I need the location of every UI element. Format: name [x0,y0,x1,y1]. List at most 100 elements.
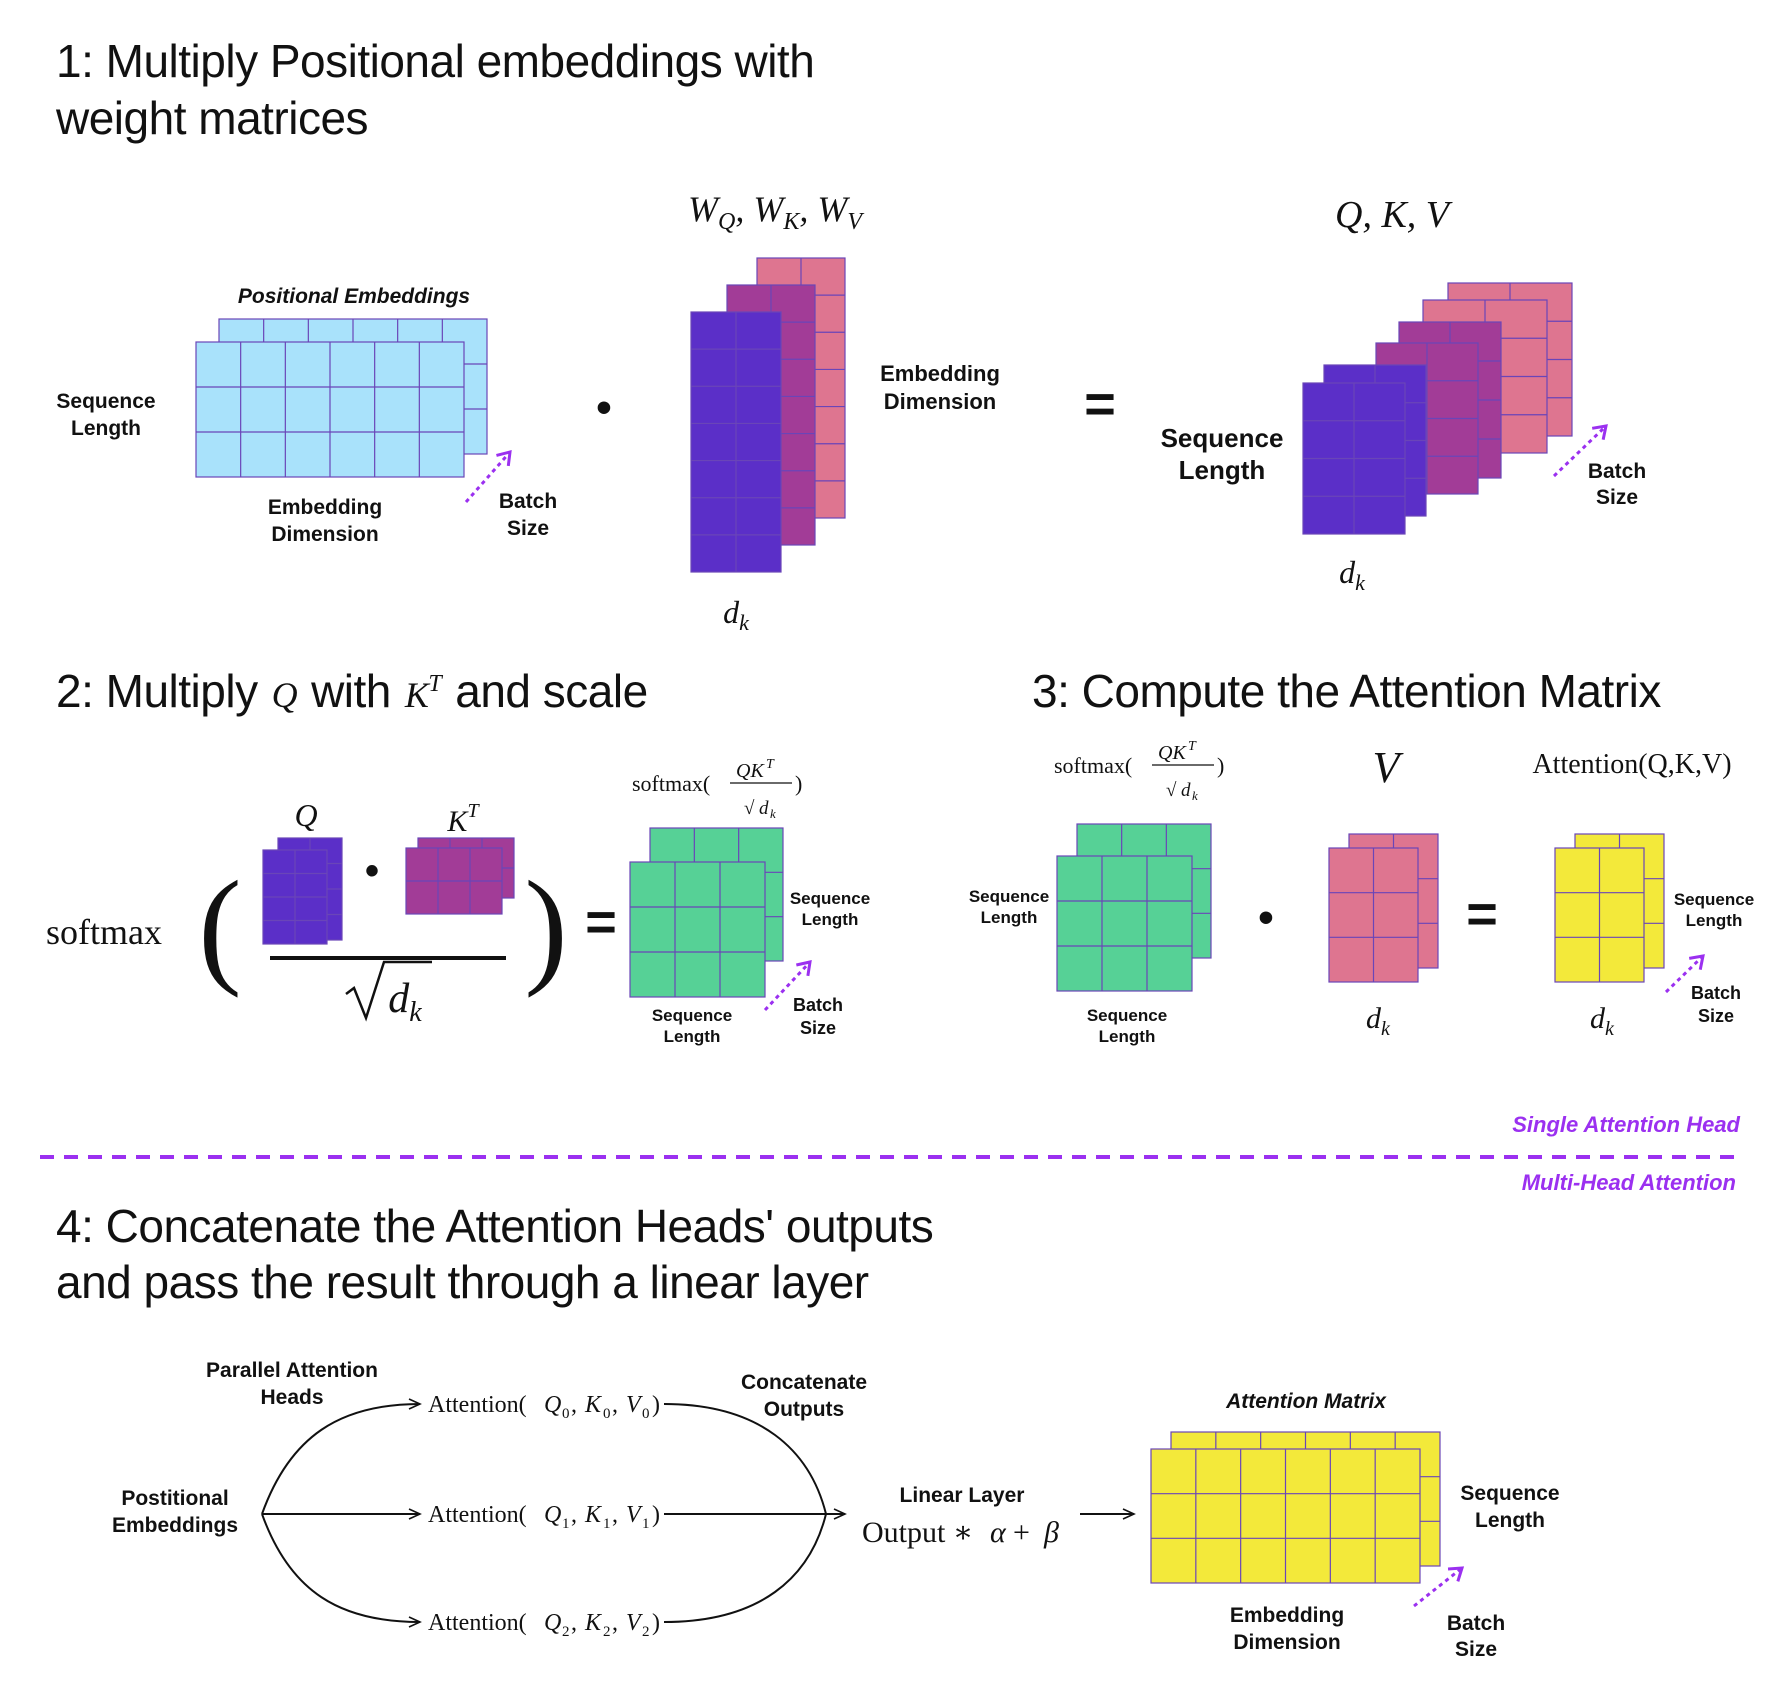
single-head-label: Single Attention Head [1512,1112,1740,1137]
svg-text:Attention(: Attention( [428,1502,527,1528]
q-front-layer [1302,382,1406,535]
step2-right-paren: ) [524,855,567,999]
attention-matrix-label: Attention Matrix [1225,1390,1387,1413]
multi-head-label: Multi-Head Attention [1522,1170,1736,1195]
qkv-length-label: Length [1179,455,1266,485]
step3-softmax-formula: softmax( QK T √ d k ) [1054,739,1224,803]
pe-front-layer [195,341,465,478]
svg-text:Q: Q [544,1610,561,1636]
weights-label: WQ, WK, WV [688,189,864,235]
step2-kt-front [405,847,503,915]
svg-text:Output ∗: Output ∗ [862,1516,973,1549]
svg-text:d: d [1181,780,1191,801]
step4-am-front [1150,1448,1421,1584]
svg-text:Attention(: Attention( [428,1392,527,1418]
svg-text:0: 0 [562,1406,570,1422]
pe-length-label: Length [71,417,141,440]
step2-kt-label: KT [446,800,480,838]
step2-equals-sign: = [585,892,617,952]
svg-text:T: T [766,757,775,772]
linear-layer-formula: Output ∗ α + β [862,1516,1059,1549]
step3-seq-left-2: Length [981,908,1038,927]
step3-out-seq-1: Sequence [1674,890,1754,909]
wq-matrix [690,311,782,573]
pe-size-label: Size [507,517,549,540]
parallel-heads-label-1: Parallel Attention [206,1359,378,1382]
qkv-dk-label: dk [1339,554,1366,595]
am-batch-2: Size [1455,1638,1497,1661]
svg-text:√: √ [744,798,755,819]
svg-text:β: β [1043,1516,1059,1549]
step3-dot-operator: • [1258,893,1273,942]
svg-text:softmax(: softmax( [1054,753,1132,778]
qkv-batch-arrow [1552,424,1608,478]
step3-seq-left-1: Sequence [969,887,1049,906]
svg-text:,: , [612,1392,618,1418]
svg-text:K: K [584,1610,603,1636]
step2-sqrt-dk: dk [388,976,422,1028]
svg-text:α: α [990,1516,1007,1549]
svg-text:Q: Q [544,1502,561,1528]
step2-q-front [262,849,328,945]
step2-left-paren: ( [198,855,241,999]
svg-text:,: , [612,1502,618,1528]
matrix-shapes [195,257,1705,1608]
qkv-size-label: Size [1596,486,1638,509]
edge-to-head-0 [261,1398,422,1515]
step3-softmax-front [1056,855,1193,992]
step2-batch-arrow [763,960,812,1012]
parallel-heads-label-2: Heads [260,1386,323,1409]
svg-text:√: √ [1166,780,1177,801]
weights-dk-label: dk [723,594,750,635]
svg-text:,: , [571,1392,577,1418]
step2-seq-right-2: Length [802,910,859,929]
step3-seq-bottom-2: Length [1099,1027,1156,1046]
svg-text:V: V [626,1502,643,1528]
svg-text:Attention(: Attention( [428,1610,527,1636]
svg-text:k: k [1192,788,1198,803]
concat-label-1: Concatenate [741,1371,867,1394]
svg-text:1: 1 [603,1516,611,1532]
am-seq-2: Length [1475,1509,1545,1532]
svg-text:,: , [571,1610,577,1636]
step2-q-label: Q [294,797,317,833]
step2-seq-right-1: Sequence [790,889,870,908]
svg-text:K: K [584,1392,603,1418]
pe-sequence-label: Sequence [56,390,155,413]
concat-label-2: Outputs [764,1398,844,1421]
step2-result-front [629,861,766,998]
step3-out-dk: dk [1590,1002,1615,1040]
positional-embeddings-label: Positional Embeddings [238,285,470,308]
pe-batch-arrow [464,450,512,503]
edge-from-head-2 [663,1513,827,1623]
svg-text:Q: Q [544,1392,561,1418]
step3-v-dk: dk [1366,1002,1391,1040]
svg-text:QK: QK [1158,742,1187,764]
step3-out-front [1554,847,1645,983]
svg-text:d: d [759,798,769,819]
pe-batch-label: Batch [499,490,557,513]
edge-from-head-0 [663,1403,827,1515]
step3-batch-arrow [1664,954,1705,994]
step1-dot-operator: • [596,383,611,432]
step3-batch-1: Batch [1691,983,1741,1003]
step3-batch-2: Size [1698,1006,1734,1026]
svg-text:): ) [652,1610,660,1636]
svg-text:0: 0 [603,1406,611,1422]
edge-to-head-2 [261,1513,422,1628]
step1-title-line1: 1: Multiply Positional embeddings with [56,35,814,87]
positional-input-label-2: Embeddings [112,1514,238,1537]
step3-out-seq-2: Length [1686,911,1743,930]
svg-text:2: 2 [603,1624,611,1640]
step4-title-line1: 4: Concatenate the Attention Heads' outp… [56,1200,933,1252]
step4-title-line2: and pass the result through a linear lay… [56,1256,869,1308]
svg-text:K: K [584,1502,603,1528]
am-emb-2: Dimension [1233,1631,1340,1654]
svg-text:,: , [571,1502,577,1528]
step2-seq-bottom-2: Length [664,1027,721,1046]
